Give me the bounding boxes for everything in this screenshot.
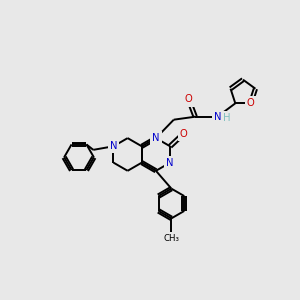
Text: H: H	[223, 113, 230, 123]
Text: N: N	[167, 158, 174, 168]
Text: N: N	[110, 141, 117, 151]
Text: N: N	[214, 112, 221, 122]
Text: CH₃: CH₃	[164, 234, 179, 243]
Text: O: O	[185, 94, 193, 104]
Text: O: O	[247, 98, 255, 108]
Text: O: O	[180, 129, 188, 139]
Text: N: N	[152, 133, 160, 143]
